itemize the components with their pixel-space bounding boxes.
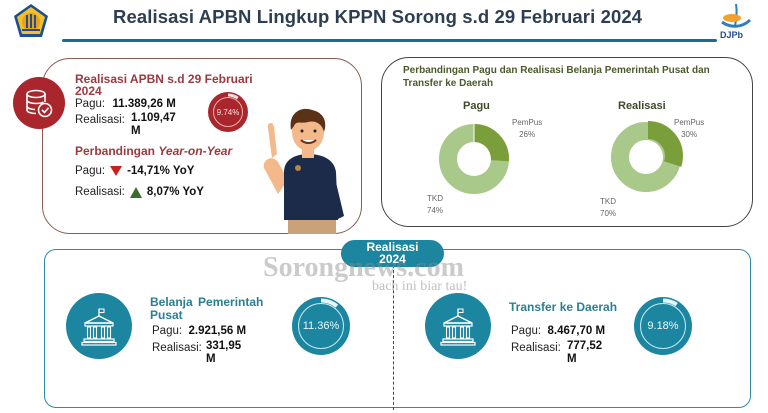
apbn-pagu-row: Pagu: 11.389,26 M — [75, 94, 176, 112]
pempus-realisasi-label: Realisasi: — [152, 342, 202, 354]
apbn-progress-gauge: 9.74% — [208, 92, 248, 132]
comparison-card — [381, 57, 753, 227]
donut-chart-realisasi — [611, 121, 683, 192]
header-divider — [62, 39, 717, 42]
government-building-icon — [66, 293, 132, 359]
tkd-title: Transfer ke Daerah — [509, 300, 618, 314]
section-divider — [393, 265, 394, 410]
tkd-gauge-percent: 9.18% — [640, 303, 686, 349]
yoy-pagu-row: Pagu: -14,71% YoY — [75, 165, 195, 177]
apbn-realisasi-label: Realisasi: — [75, 114, 125, 126]
djpb-logo-text: DJPb — [720, 30, 744, 40]
donut-title-pagu: Pagu — [463, 100, 490, 112]
person-pointing-illustration — [263, 108, 344, 234]
apbn-pagu-label: Pagu: — [75, 98, 106, 110]
donut-title-realisasi: Realisasi — [618, 100, 666, 112]
realisasi-2024-badge: Realisasi 2024 — [341, 240, 444, 267]
apbn-pagu-value: 11.389,26 M — [112, 98, 176, 110]
pempus-progress-gauge: 11.36% — [292, 297, 350, 355]
kemenkeu-logo — [14, 4, 48, 37]
watermark: Sorongnews.com — [263, 252, 464, 283]
donut-pagu-pempus-label: PemPus 26% — [512, 118, 543, 139]
apbn-realisasi-value: 1.109,47 M — [131, 112, 176, 137]
pempus-title: Belanja Pemerintah Pusat — [150, 295, 264, 322]
apbn-summary-card — [42, 58, 362, 234]
pempus-gauge-percent: 11.36% — [298, 303, 344, 349]
pempus-realisasi-value: 331,95 M — [206, 340, 242, 365]
page-title: Realisasi APBN Lingkup KPPN Sorong s.d 2… — [113, 6, 643, 27]
tkd-realisasi-value: 777,52 M — [567, 340, 603, 365]
pempus-pagu-value: 2.921,56 M — [188, 325, 247, 337]
comparison-chart-title: Perbandingan Pagu dan Realisasi Belanja … — [403, 65, 710, 89]
increase-arrow-icon — [129, 186, 142, 198]
tkd-pagu-value: 8.467,70 M — [547, 325, 606, 337]
yoy-realisasi-value: 8,07% YoY — [146, 186, 204, 198]
donut-realisasi-tkd-label: TKD 70% — [600, 197, 617, 218]
yoy-realisasi-row: Realisasi: 8,07% YoY — [75, 186, 204, 198]
apbn-card-title: Realisasi APBN s.d 29 Februari 2024 — [75, 72, 253, 98]
government-building-icon — [425, 293, 491, 359]
apbn-gauge-percent: 9.74% — [213, 97, 243, 127]
yoy-pagu-value: -14,71% YoY — [127, 165, 195, 177]
djpb-logo — [721, 3, 752, 28]
decrease-arrow-icon — [110, 166, 123, 176]
tkd-progress-gauge: 9.18% — [634, 297, 692, 355]
donut-realisasi-pempus-label: PemPus 30% — [674, 118, 705, 139]
tkd-realisasi-label: Realisasi: — [511, 342, 561, 354]
pempus-pagu-row: Pagu: 2.921,56 M — [152, 325, 247, 337]
watermark-tagline: bach ini biar tau! — [372, 279, 468, 294]
tkd-pagu-row: Pagu: 8.467,70 M — [511, 325, 606, 337]
yoy-title: Perbandingan Year-on-Year — [75, 144, 233, 158]
donut-chart-pagu — [439, 123, 509, 194]
donut-pagu-tkd-label: TKD 74% — [427, 194, 444, 215]
database-check-icon — [13, 77, 65, 129]
